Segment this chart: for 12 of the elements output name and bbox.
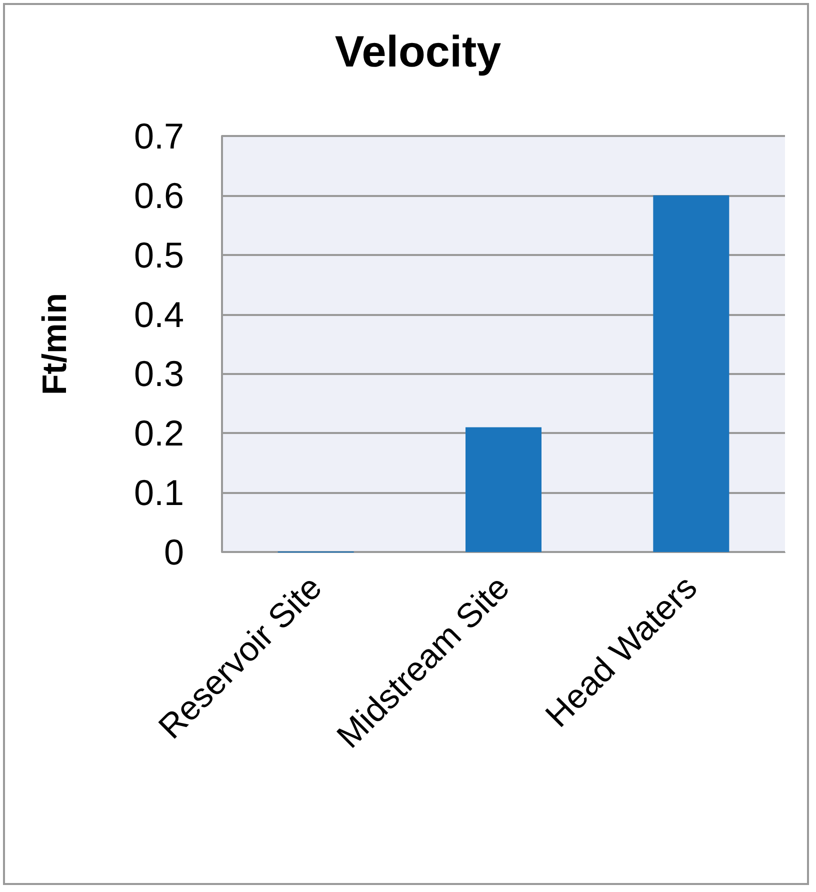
y-tick-label: 0.6 [134, 174, 184, 216]
y-tick-label: 0.3 [134, 353, 184, 394]
bar [466, 427, 542, 552]
y-tick-label: 0.1 [134, 472, 184, 514]
y-tick-label: 0.4 [134, 294, 184, 335]
bar [653, 195, 730, 552]
y-tick-label: 0.2 [134, 412, 184, 454]
y-tick-label: 0.7 [134, 116, 184, 156]
y-tick-label: 0.5 [134, 234, 184, 276]
y-tick-label: 0 [164, 532, 184, 572]
chart-title: Velocity [334, 28, 502, 76]
y-axis-title: Ft/min [36, 293, 74, 395]
